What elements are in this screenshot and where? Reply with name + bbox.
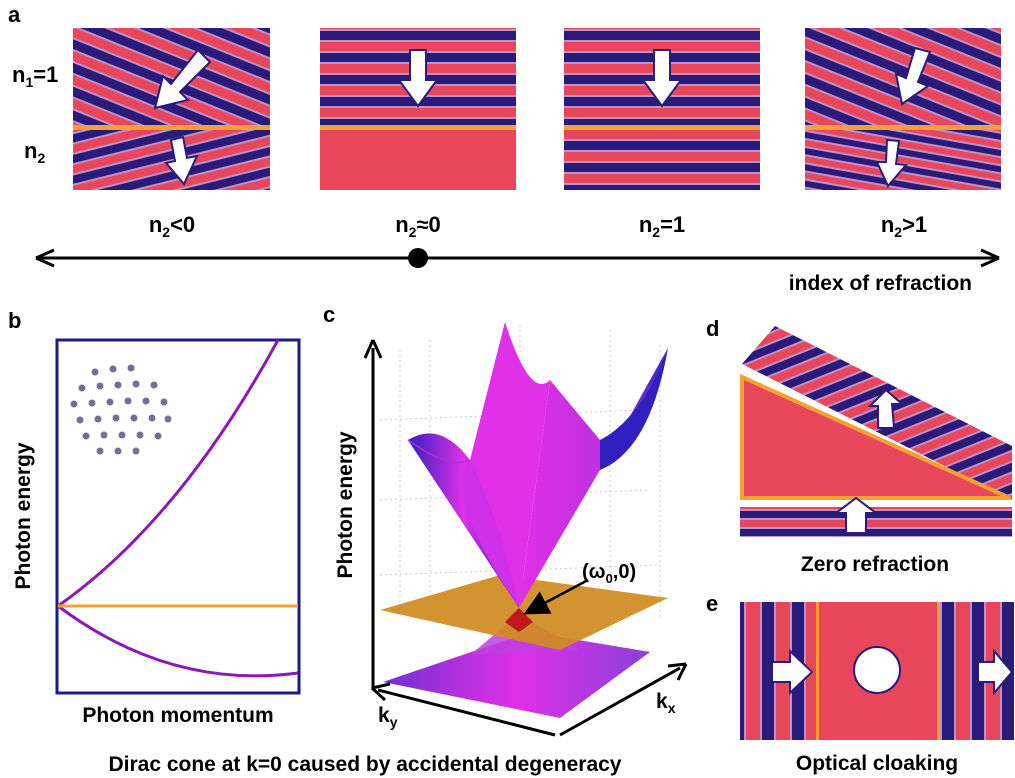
wave-box-negative-index bbox=[73, 28, 270, 190]
refracted-arrow-icon bbox=[164, 135, 199, 186]
band-plot bbox=[55, 338, 301, 695]
panel-e-letter: e bbox=[706, 591, 718, 616]
panel-c-letter: c bbox=[323, 302, 335, 327]
dirac-point-label: (ω0,0) bbox=[582, 561, 636, 586]
panel-a-letter: a bbox=[8, 2, 21, 27]
ky-label: ky bbox=[378, 704, 398, 730]
panel-e-caption: Optical cloaking bbox=[796, 752, 958, 775]
dirac-cone-plot bbox=[363, 322, 688, 737]
kx-label: kx bbox=[656, 690, 676, 716]
incident-arrow-icon bbox=[894, 46, 932, 106]
dirac-point-region bbox=[505, 608, 533, 632]
panel-b-ylabel: Photon energy bbox=[12, 442, 35, 589]
cloaked-object bbox=[853, 646, 901, 694]
incoming-wave-arrow-icon bbox=[771, 648, 814, 696]
case-label-high: n2>1 bbox=[881, 212, 927, 240]
optical-cloaking-panel bbox=[740, 602, 1014, 740]
panel-b-letter: b bbox=[8, 308, 21, 333]
case-label-zero: n2≈0 bbox=[395, 212, 441, 240]
index-axis bbox=[35, 248, 1000, 268]
incident-arrow-icon bbox=[153, 48, 212, 110]
plot-frame bbox=[55, 338, 301, 695]
wave-box-zero-index bbox=[320, 28, 516, 190]
upper-cone-front-face bbox=[470, 322, 550, 608]
exit-arrow-icon bbox=[867, 388, 905, 429]
wave-box-unit-index bbox=[564, 28, 760, 190]
n1-label: n1=1 bbox=[12, 62, 58, 90]
wave-box-high-index bbox=[805, 28, 1001, 190]
zero-refraction-prism bbox=[740, 326, 1012, 537]
case-label-unit: n2=1 bbox=[639, 212, 685, 240]
entry-arrow-icon bbox=[833, 496, 879, 534]
lower-band bbox=[57, 604, 299, 678]
incident-arrow-icon bbox=[641, 49, 683, 108]
upper-band bbox=[57, 339, 280, 608]
incident-arrow-icon bbox=[397, 49, 439, 108]
figure-footer: Dirac cone at k=0 caused by accidental d… bbox=[108, 753, 621, 776]
panel-d-caption: Zero refraction bbox=[801, 553, 949, 576]
upper-cone-right-face bbox=[519, 348, 668, 608]
lower-cone-base bbox=[383, 632, 650, 718]
case-label-negative: n2<0 bbox=[149, 212, 195, 240]
zero-index-marker bbox=[408, 248, 428, 268]
outgoing-wave-arrow-icon bbox=[977, 648, 1014, 696]
panel-b-xlabel: Photon momentum bbox=[82, 704, 273, 727]
axis-label: index of refraction bbox=[789, 272, 972, 295]
dirac-point-arrow bbox=[523, 578, 589, 615]
refracted-arrow-icon bbox=[875, 138, 909, 188]
photonic-crystal-icon bbox=[70, 364, 172, 455]
panel-c-ylabel: Photon energy bbox=[334, 431, 357, 578]
panel-d-letter: d bbox=[706, 316, 719, 341]
zero-index-prism bbox=[740, 373, 1011, 500]
n2-label: n2 bbox=[24, 138, 45, 166]
